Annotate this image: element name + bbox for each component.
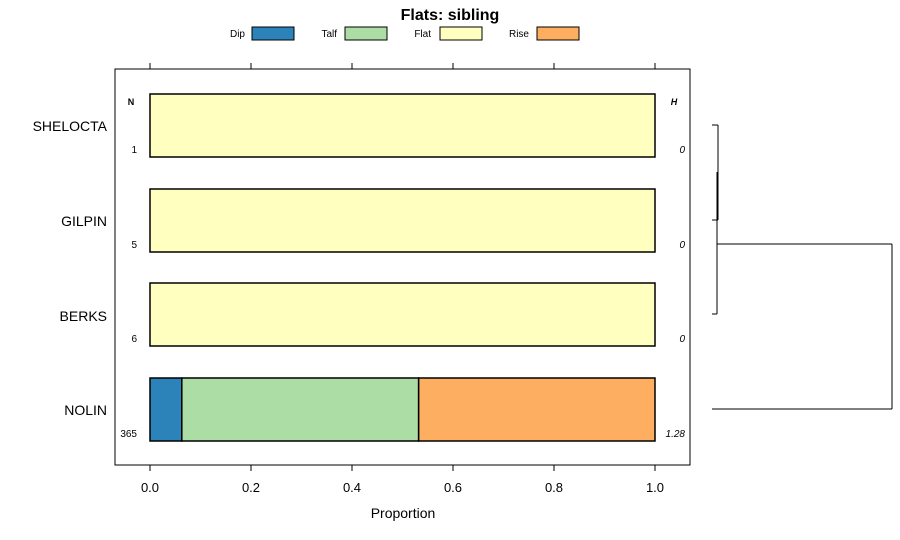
x-axis-label: Proportion — [371, 505, 436, 521]
h-value: 1.28 — [666, 429, 686, 440]
x-tick-label: 0.0 — [141, 480, 159, 495]
n-header: N — [128, 97, 135, 107]
h-header: H — [671, 97, 678, 107]
x-tick-label: 0.4 — [343, 480, 361, 495]
chart-title: Flats: sibling — [401, 7, 500, 24]
bar-segment-talf — [181, 377, 420, 442]
plot-panel — [114, 68, 691, 466]
legend-swatch-talf — [344, 26, 388, 41]
bar-segment-dip — [149, 377, 183, 442]
bar-segment-flat — [149, 188, 656, 253]
category-label: SHELOCTA — [33, 118, 108, 134]
category-label: BERKS — [60, 308, 107, 324]
category-label: NOLIN — [64, 402, 107, 418]
h-value: 0 — [679, 145, 685, 156]
category-label: GILPIN — [61, 213, 107, 229]
legend-swatch-flat — [439, 26, 483, 41]
bars: N H SHELOCTA 1 0 GILPIN 5 0 BERKS 6 0 NOLIN 365 1.28 — [33, 93, 686, 442]
legend-label-talf: Talf — [321, 29, 337, 40]
x-tick-label: 1.0 — [646, 480, 664, 495]
legend-swatch-dip — [251, 26, 295, 41]
h-value: 0 — [679, 334, 685, 345]
legend-swatch-rise — [536, 26, 580, 41]
n-value: 5 — [131, 240, 137, 251]
legend: Dip Talf Flat Rise — [230, 26, 580, 41]
x-tick-label: 0.6 — [444, 480, 462, 495]
x-tick-label: 0.8 — [545, 480, 563, 495]
bar-segment-flat — [149, 282, 656, 347]
legend-label-dip: Dip — [230, 29, 245, 40]
bar-segment-flat — [149, 93, 656, 158]
h-value: 0 — [679, 240, 685, 251]
n-value: 6 — [131, 334, 137, 345]
legend-label-flat: Flat — [414, 29, 431, 40]
x-tick-label: 0.2 — [242, 480, 260, 495]
x-axis: 0.0 0.2 0.4 0.6 0.8 1.0 — [141, 63, 664, 495]
bar-segment-rise — [417, 377, 656, 442]
dendrogram — [712, 124, 893, 410]
n-value: 1 — [131, 145, 137, 156]
n-value: 365 — [120, 429, 137, 440]
legend-label-rise: Rise — [509, 29, 529, 40]
